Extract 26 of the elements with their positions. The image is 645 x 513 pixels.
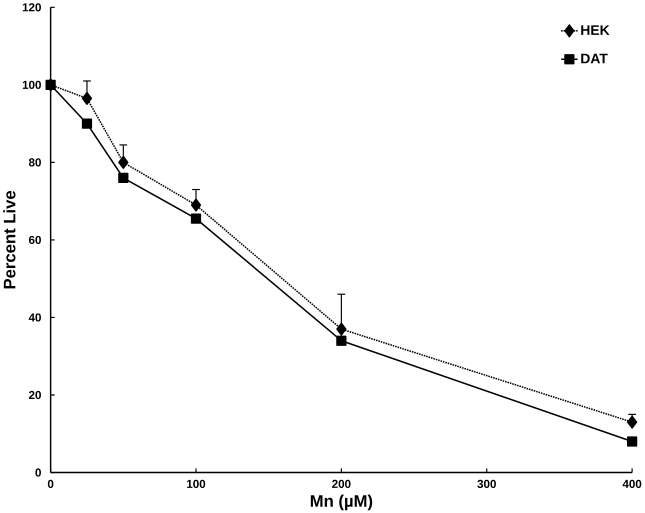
legend-label: HEK: [581, 25, 610, 35]
point: [627, 415, 638, 428]
point: [627, 436, 638, 446]
x-tick-label: 300: [477, 480, 496, 488]
legend-label: DAT: [581, 53, 608, 64]
y-tick-label: 100: [22, 80, 41, 89]
y-tick-label: 120: [22, 3, 41, 12]
point: [336, 322, 346, 336]
point: [190, 213, 202, 224]
x-tick-label: 200: [332, 480, 351, 488]
point: [82, 118, 92, 129]
x-axis-title: Mn (µM): [310, 494, 372, 510]
y-tick-label: 0: [35, 468, 41, 476]
point: [190, 198, 202, 212]
point: [118, 172, 128, 183]
y-tick-label: 60: [28, 236, 41, 244]
y-tick-label: 80: [28, 158, 41, 166]
x-tick-label: 100: [187, 480, 206, 488]
y-tick-label: 40: [28, 313, 41, 322]
point: [118, 156, 128, 169]
x-tick-label: 400: [622, 480, 642, 488]
y-axis-title: Percent Live: [3, 190, 16, 288]
y-tick-label: 20: [28, 390, 41, 399]
point: [336, 335, 346, 346]
point: [82, 92, 92, 105]
x-tick-label: 0: [48, 480, 54, 488]
